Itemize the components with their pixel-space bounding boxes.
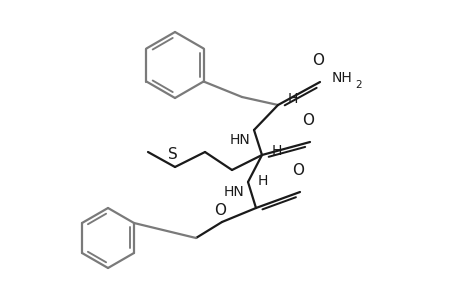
- Text: O: O: [291, 163, 303, 178]
- Text: HN: HN: [229, 133, 249, 147]
- Text: 2: 2: [354, 80, 361, 90]
- Text: H: H: [271, 144, 282, 158]
- Text: H: H: [287, 92, 298, 106]
- Text: O: O: [213, 203, 225, 218]
- Text: S: S: [168, 147, 178, 162]
- Text: O: O: [311, 53, 323, 68]
- Text: HN: HN: [223, 185, 243, 199]
- Text: H: H: [257, 174, 268, 188]
- Text: O: O: [302, 113, 313, 128]
- Text: NH: NH: [331, 71, 352, 85]
